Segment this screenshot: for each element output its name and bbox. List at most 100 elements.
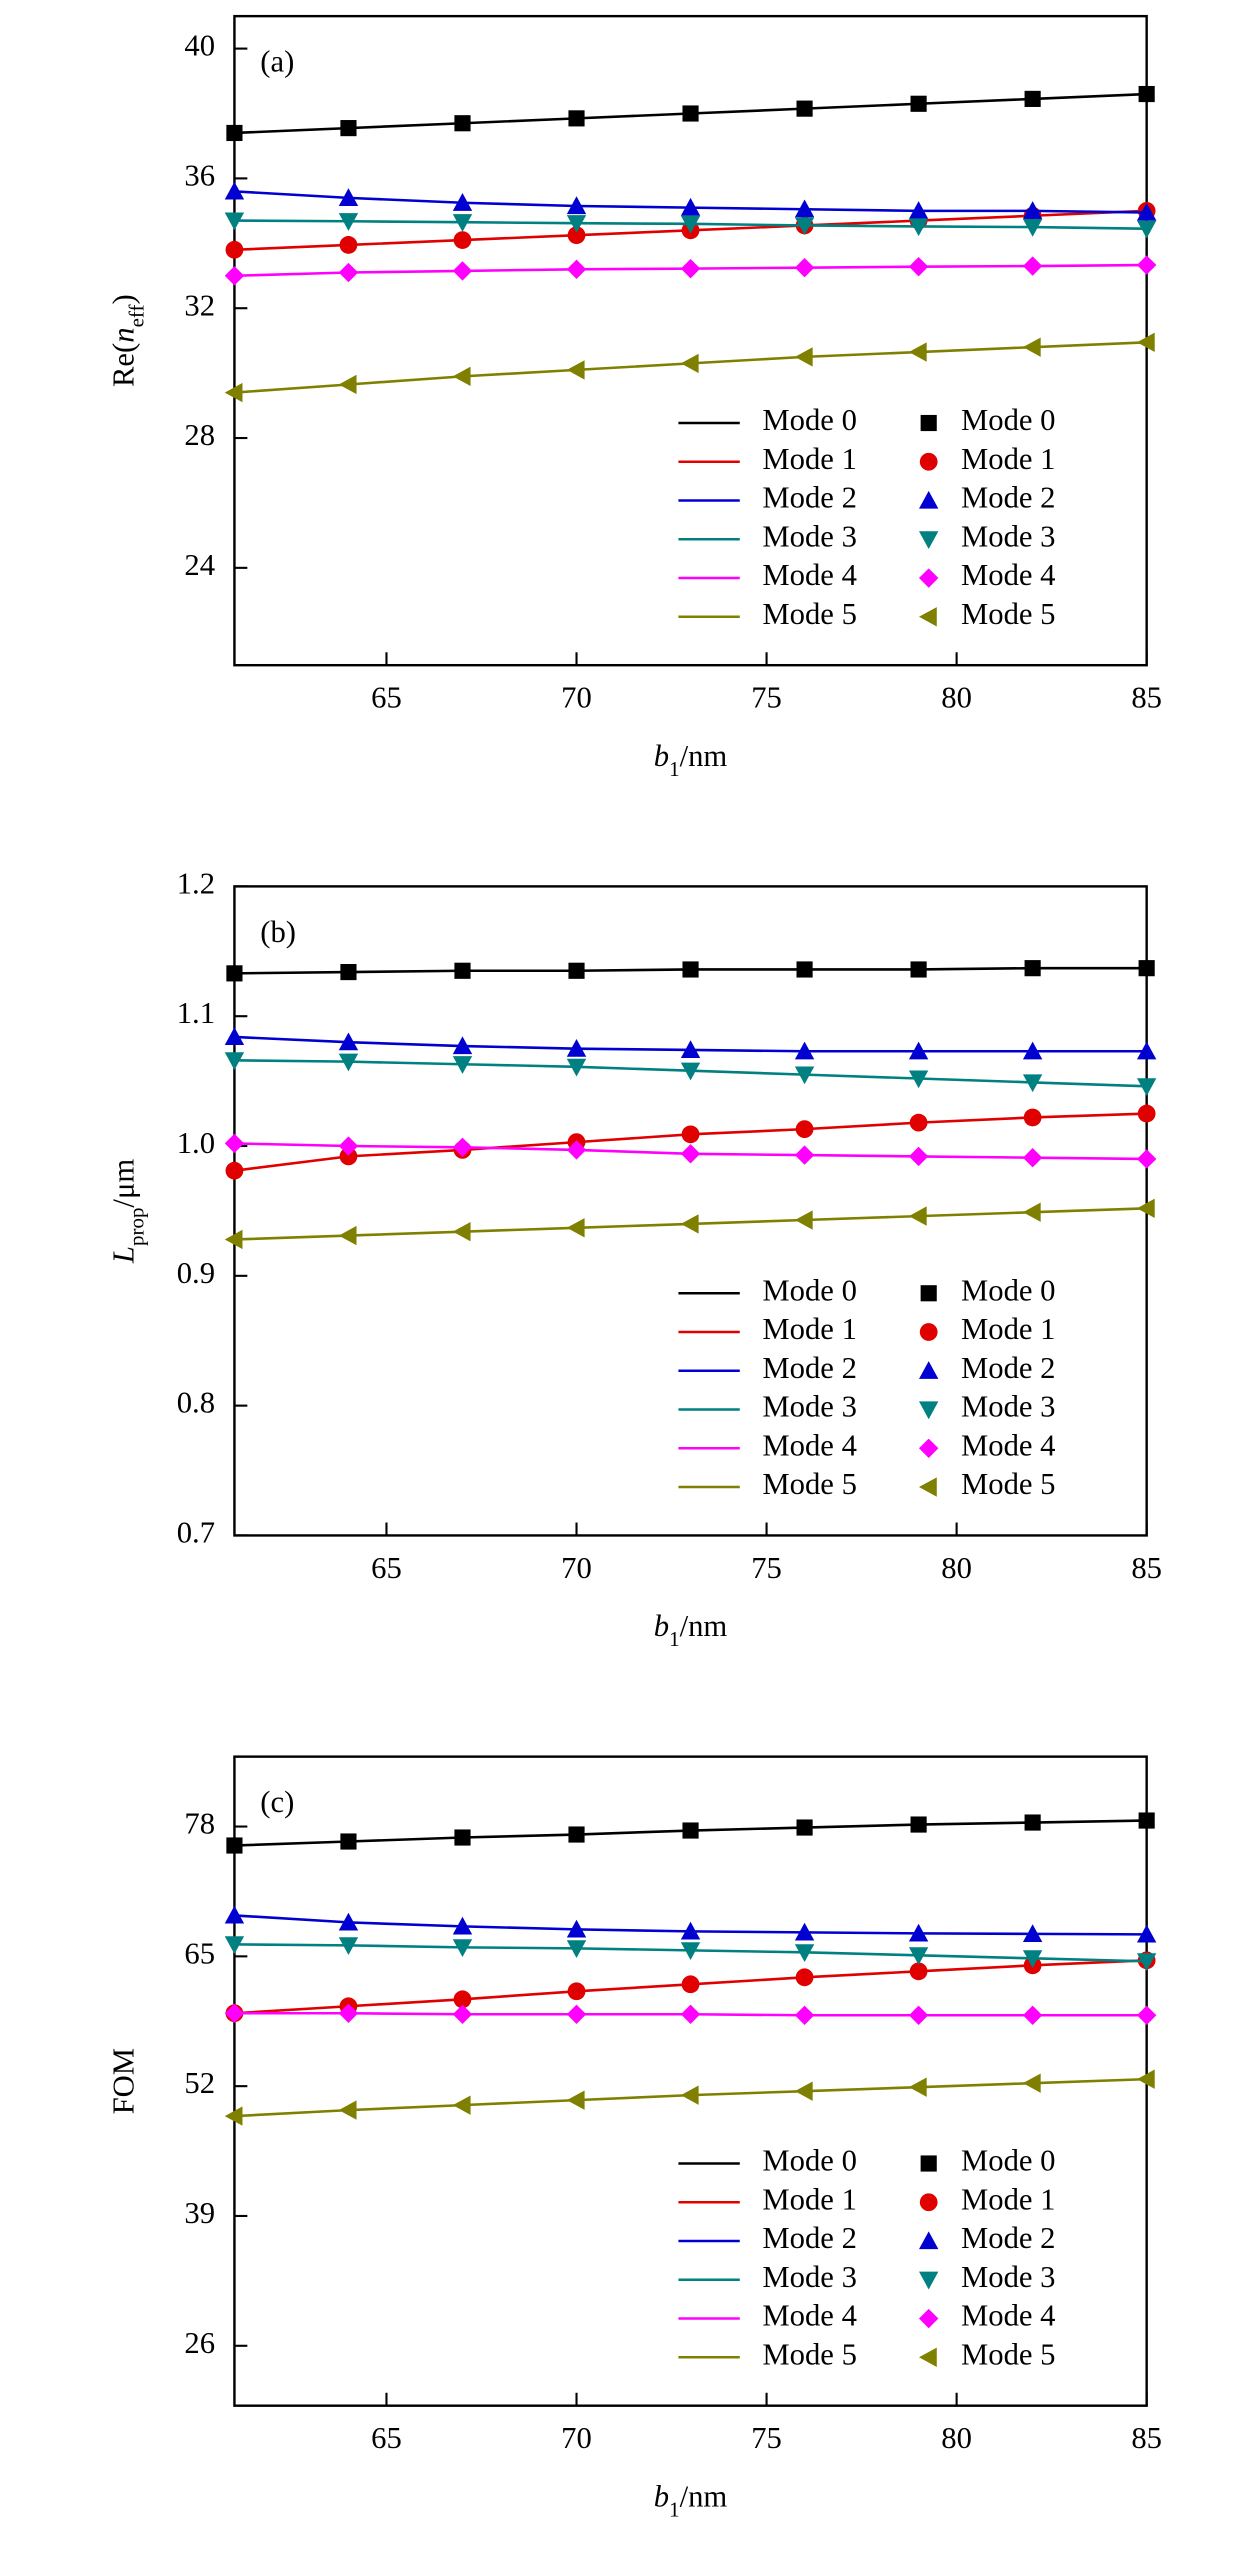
marker bbox=[567, 1982, 586, 2001]
marker bbox=[453, 231, 472, 249]
x-axis-label-part: 1 bbox=[669, 2497, 679, 2521]
marker bbox=[794, 1210, 813, 1230]
y-tick-label: 32 bbox=[184, 288, 215, 322]
marker bbox=[224, 1936, 245, 1955]
marker bbox=[1136, 1041, 1157, 1060]
marker bbox=[919, 1401, 939, 1420]
marker bbox=[454, 1829, 471, 1846]
x-tick-label: 85 bbox=[1131, 2421, 1162, 2455]
legend-label: Mode 2 bbox=[762, 1351, 857, 1385]
marker bbox=[1022, 1041, 1043, 1060]
marker bbox=[566, 2004, 587, 2024]
marker bbox=[794, 1066, 815, 1085]
marker bbox=[566, 1038, 587, 1057]
y-axis-label: Lprop/μm bbox=[106, 1159, 148, 1264]
marker bbox=[681, 1975, 700, 1994]
marker bbox=[338, 1912, 359, 1931]
marker bbox=[796, 100, 813, 117]
x-tick-label: 85 bbox=[1131, 1551, 1162, 1585]
marker bbox=[568, 1826, 585, 1843]
y-tick-label: 40 bbox=[184, 29, 215, 63]
marker bbox=[794, 2005, 815, 2025]
marker bbox=[224, 1905, 245, 1924]
marker bbox=[452, 1939, 473, 1958]
marker bbox=[1136, 220, 1157, 239]
marker bbox=[452, 214, 473, 232]
y-axis-label-part: FOM bbox=[106, 2048, 140, 2114]
panel-label: (a) bbox=[260, 45, 294, 79]
marker bbox=[681, 1125, 700, 1144]
marker bbox=[794, 1041, 815, 1060]
marker bbox=[1136, 255, 1157, 275]
marker bbox=[224, 181, 245, 200]
marker bbox=[908, 2005, 929, 2025]
legend-label: Mode 1 bbox=[762, 1312, 857, 1346]
marker bbox=[919, 2271, 939, 2290]
marker bbox=[1022, 2073, 1041, 2093]
marker bbox=[453, 1990, 472, 2009]
panel-label: (b) bbox=[260, 915, 296, 949]
marker bbox=[794, 347, 813, 367]
y-tick-label: 0.8 bbox=[177, 1386, 215, 1420]
legend-label: Mode 2 bbox=[961, 2221, 1056, 2255]
marker bbox=[452, 366, 471, 387]
marker bbox=[794, 1922, 815, 1941]
marker bbox=[680, 1040, 701, 1059]
legend-label: Mode 3 bbox=[961, 519, 1056, 553]
marker bbox=[452, 1056, 473, 1074]
legend-label: Mode 1 bbox=[961, 2182, 1056, 2216]
marker bbox=[566, 259, 587, 279]
marker bbox=[566, 1940, 587, 1959]
legend-label: Mode 5 bbox=[762, 1467, 857, 1501]
legend-label: Mode 0 bbox=[961, 403, 1056, 437]
y-tick-label: 26 bbox=[184, 2326, 215, 2360]
legend-label: Mode 2 bbox=[961, 481, 1056, 515]
y-tick-label: 39 bbox=[184, 2196, 215, 2230]
x-axis-label-part: b bbox=[654, 2479, 669, 2513]
x-tick-label: 70 bbox=[561, 2421, 592, 2455]
marker bbox=[796, 1819, 813, 1836]
marker bbox=[1022, 1148, 1043, 1168]
marker bbox=[908, 218, 929, 237]
marker bbox=[340, 963, 357, 981]
marker bbox=[224, 212, 245, 231]
marker bbox=[909, 1962, 928, 1981]
marker bbox=[794, 2081, 813, 2101]
y-tick-label: 78 bbox=[184, 1807, 215, 1841]
marker bbox=[1024, 960, 1041, 977]
marker bbox=[1136, 2005, 1157, 2025]
marker bbox=[919, 490, 939, 509]
marker bbox=[338, 213, 359, 231]
marker bbox=[920, 2155, 937, 2172]
marker bbox=[224, 2106, 243, 2126]
marker bbox=[920, 1285, 937, 1302]
marker bbox=[338, 1225, 357, 1246]
marker bbox=[1022, 1950, 1043, 1969]
y-axis-label-part: prop bbox=[124, 1208, 148, 1246]
marker bbox=[1136, 1078, 1157, 1096]
marker bbox=[908, 1041, 929, 1060]
legend-label: Mode 0 bbox=[961, 2144, 1056, 2178]
marker bbox=[682, 1822, 699, 1839]
legend-label: Mode 2 bbox=[961, 1351, 1056, 1385]
marker bbox=[908, 2077, 927, 2097]
marker bbox=[1136, 1953, 1157, 1972]
marker bbox=[910, 1816, 927, 1833]
marker bbox=[919, 1323, 938, 1341]
marker bbox=[568, 962, 585, 979]
marker bbox=[794, 257, 815, 278]
legend-label: Mode 0 bbox=[762, 403, 857, 437]
marker bbox=[908, 342, 927, 362]
marker bbox=[908, 1923, 929, 1942]
marker bbox=[1022, 1924, 1043, 1942]
x-tick-label: 65 bbox=[371, 2421, 402, 2455]
x-tick-label: 75 bbox=[751, 2421, 782, 2455]
marker bbox=[452, 1222, 471, 1242]
legend-label: Mode 4 bbox=[762, 2299, 857, 2333]
marker bbox=[910, 961, 927, 978]
marker bbox=[339, 236, 358, 254]
y-tick-label: 0.7 bbox=[177, 1515, 215, 1549]
marker bbox=[909, 1113, 928, 1132]
y-axis-label-part: Re( bbox=[106, 343, 140, 387]
marker bbox=[682, 961, 699, 978]
